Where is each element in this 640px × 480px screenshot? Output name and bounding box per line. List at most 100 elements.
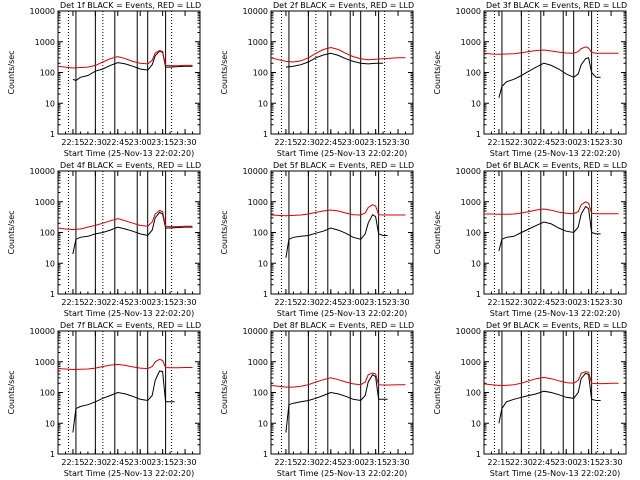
plot-frame [483,10,627,135]
x-tick-label: 22:45 [532,458,555,467]
x-tick-label: 23:30 [387,298,410,307]
x-tick-label: 23:30 [387,458,410,467]
y-tick-label: 1 [50,290,55,299]
y-tick-label: 1000 [248,38,268,47]
y-axis-label: Counts/sec [7,210,16,254]
chart-title: Det 2f BLACK = Events, RED = LLD [273,1,414,10]
series-line-events [498,57,601,98]
y-axis-label: Counts/sec [220,50,229,94]
x-tick-label: 22:45 [532,298,555,307]
x-tick-label: 23:30 [174,138,197,147]
y-axis-label: Counts/sec [7,370,16,414]
x-tick-label: 23:15 [364,138,387,147]
x-tick-label: 23:15 [364,458,387,467]
x-tick-label: 22:30 [297,298,320,307]
y-tick-label: 100 [466,229,481,238]
x-axis-label: Start Time (25-Nov-13 22:02:20) [490,309,620,318]
x-tick-label: 23:00 [129,298,152,307]
x-tick-label: 23:30 [387,138,410,147]
series-line-lld [270,46,406,63]
y-tick-label: 10000 [456,7,481,16]
chart-title: Det 9f BLACK = Events, RED = LLD [486,321,627,330]
x-tick-label: 22:15 [487,458,510,467]
chart-panel: Det 7f BLACK = Events, RED = LLD 1 10 100 10… [7,321,201,478]
y-tick-label: 100 [253,69,268,78]
x-tick-label: 23:00 [555,298,578,307]
y-tick-label: 1000 [35,38,55,47]
x-tick-label: 23:30 [174,298,197,307]
y-axis-label: Counts/sec [220,210,229,254]
y-tick-label: 100 [253,229,268,238]
x-tick-label: 23:15 [577,298,600,307]
x-axis-label: Start Time (25-Nov-13 22:02:20) [64,469,194,478]
y-tick-label: 1 [476,450,481,459]
plot-frame [57,330,201,455]
x-tick-label: 23:15 [577,458,600,467]
plot-frame [57,10,201,135]
y-tick-label: 1000 [461,198,481,207]
x-axis-label: Start Time (25-Nov-13 22:02:20) [277,309,407,318]
chart-title: Det 5f BLACK = Events, RED = LLD [273,161,414,170]
y-axis-label: Counts/sec [433,210,442,254]
x-tick-label: 22:15 [487,298,510,307]
chart-title: Det 3f BLACK = Events, RED = LLD [486,1,627,10]
series-line-events [285,374,388,433]
x-tick-label: 23:15 [577,138,600,147]
chart-panel: Det 4f BLACK = Events, RED = LLD 1 10 100 10… [7,161,201,318]
x-tick-label: 23:30 [600,298,623,307]
x-tick-label: 23:15 [364,298,387,307]
series-line-lld [483,371,619,386]
chart-panel: Det 5f BLACK = Events, RED = LLD 1 10 100 10… [220,161,414,318]
y-tick-label: 10 [45,259,55,268]
x-tick-label: 23:00 [129,458,152,467]
y-tick-label: 1000 [35,358,55,367]
x-tick-label: 23:00 [342,298,365,307]
chart-title: Det 8f BLACK = Events, RED = LLD [273,321,414,330]
y-tick-label: 1 [263,290,268,299]
x-tick-label: 22:30 [84,138,107,147]
y-tick-label: 10 [471,99,481,108]
x-axis-label: Start Time (25-Nov-13 22:02:20) [277,149,407,158]
y-tick-label: 1 [263,130,268,139]
x-axis-label: Start Time (25-Nov-13 22:02:20) [64,149,194,158]
y-tick-label: 10 [471,419,481,428]
plot-frame [57,170,201,295]
y-tick-label: 1 [263,450,268,459]
series-line-events [72,211,193,255]
y-tick-label: 10000 [30,327,55,336]
x-tick-label: 22:15 [274,458,297,467]
y-tick-label: 10 [258,99,268,108]
plot-frame [483,170,627,295]
x-tick-label: 22:45 [106,458,129,467]
y-tick-label: 1000 [461,38,481,47]
chart-panel: Det 8f BLACK = Events, RED = LLD 1 10 100 10… [220,321,414,478]
x-tick-label: 23:15 [151,138,174,147]
y-tick-label: 100 [40,69,55,78]
y-tick-label: 1 [476,130,481,139]
x-tick-label: 22:15 [61,458,84,467]
x-tick-label: 22:30 [297,138,320,147]
series-line-events [498,205,601,252]
x-tick-label: 22:30 [510,458,533,467]
y-tick-label: 10000 [243,167,268,176]
y-tick-label: 100 [466,389,481,398]
y-axis-label: Counts/sec [7,50,16,94]
series-line-lld [483,46,619,55]
chart-title: Det 1f BLACK = Events, RED = LLD [60,1,201,10]
plot-frame [270,10,414,135]
y-tick-label: 1000 [248,198,268,207]
series-line-lld [270,204,406,217]
y-axis-label: Counts/sec [433,50,442,94]
y-tick-label: 10000 [456,167,481,176]
series-line-events [498,372,601,424]
series-line-events [72,370,175,433]
x-tick-label: 22:45 [319,138,342,147]
y-tick-label: 10 [258,259,268,268]
series-line-lld [270,372,406,388]
chart-panel: Det 1f BLACK = Events, RED = LLD 1 10 100 10… [7,1,201,158]
chart-panel: Det 2f BLACK = Events, RED = LLD 1 10 100 10… [220,1,414,158]
y-tick-label: 10 [45,99,55,108]
plot-frame [270,170,414,295]
x-tick-label: 22:45 [106,298,129,307]
